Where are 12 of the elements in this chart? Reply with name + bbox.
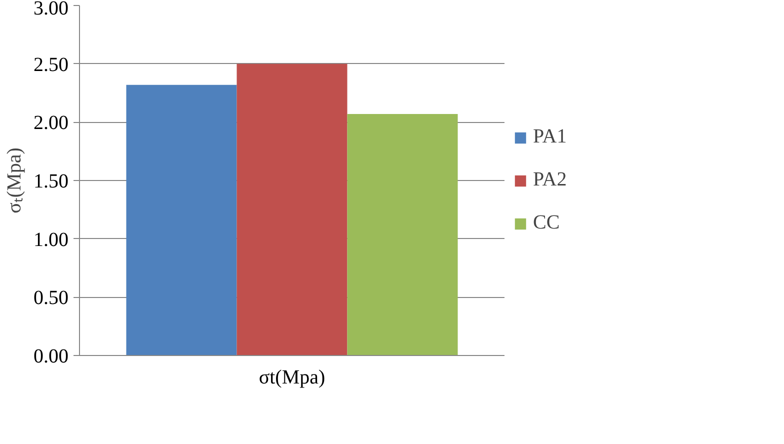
y-tick-label: 1.00 — [34, 228, 68, 251]
legend-label: CC — [533, 212, 561, 234]
y-tick-label: 0.00 — [34, 346, 68, 368]
y-tick-label: 0.50 — [34, 287, 68, 310]
y-tick-label: 1.50 — [34, 170, 68, 192]
y-axis-title: σₜ(Mpa) — [4, 148, 26, 214]
legend-label: PA1 — [533, 126, 568, 148]
y-tick-label: 2.50 — [34, 54, 68, 76]
legend-label: PA2 — [533, 168, 568, 192]
y-tick-label: 2.00 — [34, 112, 68, 134]
x-tick-label: σt(Mpa) — [258, 366, 326, 388]
y-tick-label: 3.00 — [34, 0, 68, 20]
